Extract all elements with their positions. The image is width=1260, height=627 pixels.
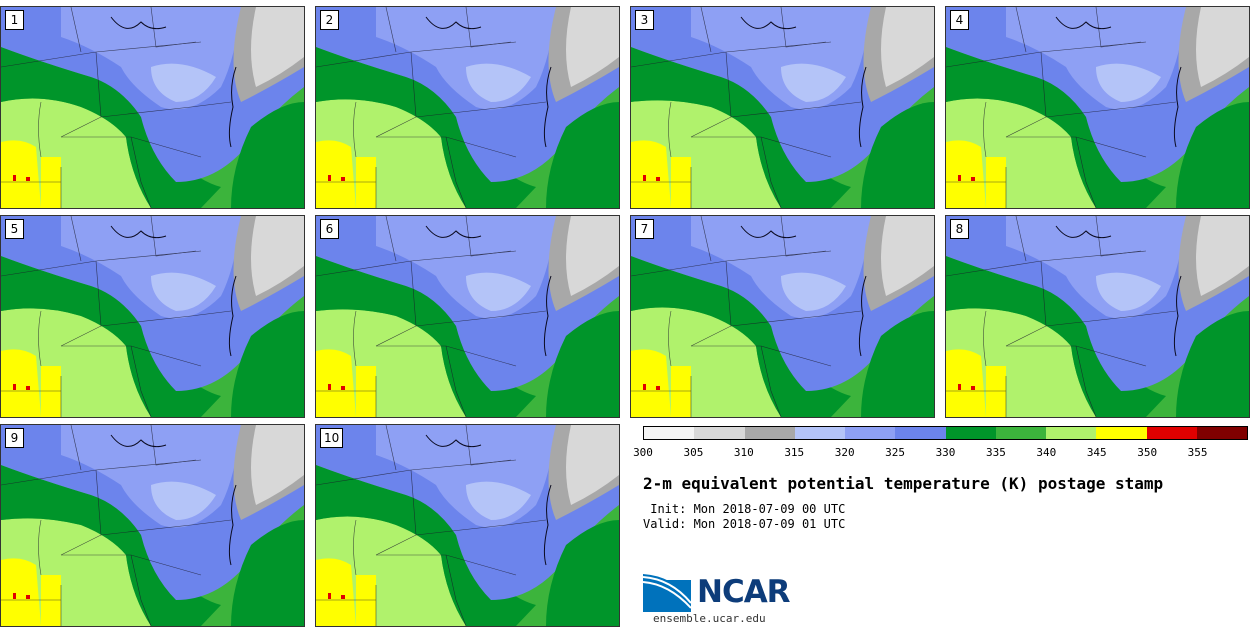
- panel-map: [631, 216, 934, 417]
- colorbar-tick-label: 345: [1086, 446, 1107, 459]
- panel-map: [946, 7, 1249, 208]
- member-number: 1: [5, 10, 24, 30]
- ensemble-member-panel: 7: [630, 215, 935, 418]
- ensemble-member-panel: 2: [315, 6, 620, 209]
- ensemble-member-panel: 6: [315, 215, 620, 418]
- member-number: 8: [950, 219, 969, 239]
- colorbar-tick-label: 350: [1137, 446, 1158, 459]
- colorbar-segment: [794, 427, 845, 439]
- panel-map: [1, 425, 304, 626]
- ensemble-member-panel: 9: [0, 424, 305, 627]
- member-number: 4: [950, 10, 969, 30]
- colorbar-tick-label: 335: [985, 446, 1006, 459]
- colorbar-tick-label: 325: [885, 446, 906, 459]
- ensemble-member-panel: 5: [0, 215, 305, 418]
- colorbar-ticks: 300 305 310 315 320 325 330 335 340 345 350 355: [633, 446, 1248, 460]
- colorbar-segment: [744, 427, 795, 439]
- figure-title: 2-m equivalent potential temperature (K)…: [643, 474, 1164, 493]
- member-number: 5: [5, 219, 24, 239]
- colorbar-tick-label: 300: [633, 446, 653, 459]
- valid-time: Valid: Mon 2018-07-09 01 UTC: [643, 517, 846, 531]
- init-time: Init: Mon 2018-07-09 00 UTC: [643, 502, 846, 516]
- panel-map: [946, 216, 1249, 417]
- colorbar-tick-label: 305: [683, 446, 704, 459]
- panel-map: [631, 7, 934, 208]
- colorbar-segment: [694, 427, 745, 439]
- ensemble-member-panel: 10: [315, 424, 620, 627]
- colorbar-segment: [644, 427, 695, 439]
- panel-map: [316, 7, 619, 208]
- ensemble-member-panel: 1: [0, 6, 305, 209]
- ncar-logo: NCAR: [643, 570, 793, 612]
- colorbar-segment: [895, 427, 946, 439]
- ncar-logo-icon: [643, 574, 692, 612]
- colorbar-tick-label: 310: [733, 446, 754, 459]
- ncar-logo-text: NCAR: [697, 574, 791, 610]
- colorbar-tick-label: 355: [1187, 446, 1208, 459]
- member-number: 6: [320, 219, 339, 239]
- colorbar-segment: [945, 427, 996, 439]
- ensemble-member-panel: 4: [945, 6, 1250, 209]
- colorbar: [643, 426, 1248, 440]
- ensemble-member-panel: 3: [630, 6, 935, 209]
- colorbar-tick-label: 315: [784, 446, 805, 459]
- colorbar-segment: [995, 427, 1046, 439]
- colorbar-tick-label: 340: [1036, 446, 1057, 459]
- member-number: 9: [5, 428, 24, 448]
- panel-map: [1, 7, 304, 208]
- colorbar-segment: [1096, 427, 1147, 439]
- colorbar-segment: [1146, 427, 1197, 439]
- member-number: 7: [635, 219, 654, 239]
- member-number: 10: [320, 428, 344, 448]
- colorbar-segment: [845, 427, 896, 439]
- colorbar-tick-label: 330: [935, 446, 956, 459]
- panel-map: [316, 216, 619, 417]
- website-label: ensemble.ucar.edu: [653, 612, 766, 625]
- colorbar-tick-label: 320: [834, 446, 855, 459]
- colorbar-segment: [1046, 427, 1097, 439]
- ensemble-member-panel: 8: [945, 215, 1250, 418]
- panel-map: [316, 425, 619, 626]
- panel-map: [1, 216, 304, 417]
- colorbar-segment: [1196, 427, 1247, 439]
- member-number: 2: [320, 10, 339, 30]
- member-number: 3: [635, 10, 654, 30]
